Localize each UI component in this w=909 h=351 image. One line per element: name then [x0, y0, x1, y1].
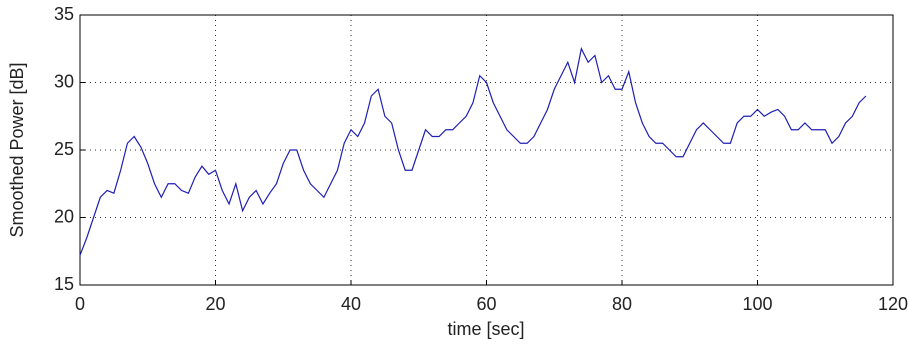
data-line [79, 46, 867, 256]
x-tick-label: 20 [205, 294, 225, 314]
plot-frame [79, 14, 894, 286]
x-tick-label: 60 [476, 294, 496, 314]
y-tick-label: 30 [54, 71, 74, 91]
x-tick-label: 100 [742, 294, 772, 314]
y-axis-label: Smoothed Power [dB] [7, 62, 27, 237]
x-tick-label: 0 [75, 294, 85, 314]
x-axis-label: time [sec] [447, 319, 524, 339]
y-tick-label: 15 [54, 274, 74, 294]
x-tick-label: 80 [612, 294, 632, 314]
x-tick-label: 40 [341, 294, 361, 314]
y-tick-label: 20 [54, 206, 74, 226]
x-tick-label: 120 [878, 294, 908, 314]
y-tick-label: 25 [54, 139, 74, 159]
y-tick-label: 35 [54, 4, 74, 24]
